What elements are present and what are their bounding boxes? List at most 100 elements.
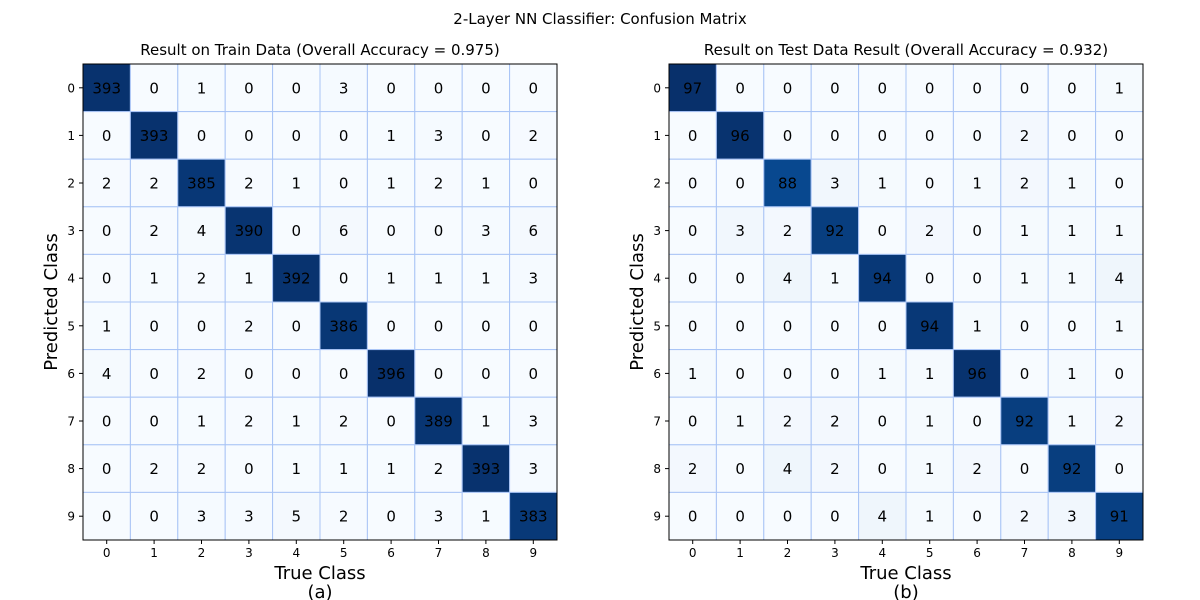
heatmap-cell bbox=[461, 349, 511, 398]
cell-value-label: 0 bbox=[735, 79, 745, 97]
heatmap-cell bbox=[319, 396, 368, 446]
cell-value-label: 0 bbox=[735, 270, 745, 288]
cell-value-label: 385 bbox=[187, 175, 216, 193]
y-tick-label: 6 bbox=[67, 367, 75, 381]
panel-title: Result on Test Data Result (Overall Accu… bbox=[704, 41, 1108, 59]
cell-value-label: 0 bbox=[1115, 175, 1125, 193]
heatmap-cell bbox=[905, 349, 954, 398]
x-tick-label: 6 bbox=[387, 546, 395, 560]
heatmap-cell bbox=[763, 63, 812, 113]
heatmap-cell bbox=[509, 253, 558, 303]
cell-value-label: 0 bbox=[878, 79, 888, 97]
cell-value-label: 2 bbox=[1020, 508, 1030, 526]
heatmap-cell bbox=[129, 444, 179, 493]
cell-value-label: 0 bbox=[688, 413, 698, 431]
cell-value-label: 0 bbox=[1020, 79, 1030, 97]
cell-value-label: 1 bbox=[1067, 365, 1077, 383]
heatmap-cell bbox=[763, 491, 812, 541]
heatmap-cell bbox=[1095, 444, 1144, 493]
cell-value-label: 0 bbox=[386, 222, 396, 240]
cell-value-label: 0 bbox=[972, 222, 982, 240]
cell-value-label: 1 bbox=[1067, 413, 1077, 431]
heatmap-cell bbox=[129, 396, 179, 446]
heatmap-cell bbox=[715, 253, 765, 303]
heatmap-cell bbox=[668, 111, 717, 160]
cell-value-label: 0 bbox=[292, 222, 302, 240]
cell-value-label: 1 bbox=[197, 413, 207, 431]
cell-value-label: 92 bbox=[1015, 413, 1034, 431]
cell-value-label: 0 bbox=[878, 413, 888, 431]
cell-value-label: 91 bbox=[1110, 508, 1129, 526]
heatmap-cell bbox=[509, 349, 558, 398]
x-tick-label: 9 bbox=[529, 546, 537, 560]
heatmap-cell bbox=[414, 158, 463, 208]
heatmap-cell bbox=[366, 158, 416, 208]
heatmap-cell bbox=[715, 111, 765, 160]
cell-value-label: 3 bbox=[1067, 508, 1077, 526]
cell-value-label: 5 bbox=[292, 508, 302, 526]
heatmap-cell bbox=[461, 206, 511, 255]
heatmap-cell bbox=[177, 444, 226, 493]
heatmap-cell bbox=[715, 396, 765, 446]
cell-value-label: 2 bbox=[830, 413, 840, 431]
cell-value-label: 1 bbox=[386, 460, 396, 478]
y-tick-label: 0 bbox=[653, 81, 661, 95]
cell-value-label: 0 bbox=[878, 222, 888, 240]
heatmap-cell bbox=[82, 491, 131, 541]
cell-value-label: 1 bbox=[386, 127, 396, 145]
panel-title: Result on Train Data (Overall Accuracy =… bbox=[140, 41, 500, 59]
heatmap-cell bbox=[224, 349, 274, 398]
cell-value-label: 0 bbox=[529, 175, 539, 193]
cell-value-label: 0 bbox=[529, 317, 539, 335]
plot-frame bbox=[668, 63, 1144, 541]
x-tick-label: 1 bbox=[736, 546, 744, 560]
cell-value-label: 0 bbox=[339, 270, 349, 288]
heatmap-cell bbox=[810, 111, 860, 160]
heatmap-cell bbox=[461, 158, 511, 208]
heatmap-cell bbox=[715, 349, 765, 398]
y-tick-label: 1 bbox=[67, 129, 75, 143]
heatmap-cell bbox=[668, 253, 717, 303]
cell-value-label: 1 bbox=[1115, 222, 1125, 240]
heatmap-cell bbox=[509, 111, 558, 160]
cell-value-label: 1 bbox=[925, 460, 935, 478]
cell-value-label: 0 bbox=[292, 127, 302, 145]
x-tick-label: 0 bbox=[103, 546, 111, 560]
heatmap-cell bbox=[461, 491, 511, 541]
heatmap-cell bbox=[319, 63, 368, 113]
heatmap-cell bbox=[1047, 349, 1097, 398]
cell-value-label: 2 bbox=[783, 413, 793, 431]
x-tick-label: 6 bbox=[973, 546, 981, 560]
cell-value-label: 2 bbox=[339, 508, 349, 526]
heatmap-cell bbox=[1000, 63, 1049, 113]
heatmap-cell bbox=[461, 396, 511, 446]
cell-value-label: 0 bbox=[102, 508, 112, 526]
heatmap-cell bbox=[1000, 491, 1049, 541]
heatmap-cell bbox=[82, 301, 131, 351]
cell-value-label: 1 bbox=[925, 413, 935, 431]
cell-value-label: 393 bbox=[472, 460, 501, 478]
heatmap-cell bbox=[715, 301, 765, 351]
cell-value-label: 0 bbox=[102, 127, 112, 145]
heatmap-cell bbox=[129, 111, 179, 160]
cell-value-label: 0 bbox=[244, 460, 254, 478]
heatmap-cell bbox=[414, 349, 463, 398]
cell-value-label: 0 bbox=[830, 508, 840, 526]
x-tick-label: 9 bbox=[1115, 546, 1123, 560]
cell-value-label: 0 bbox=[972, 508, 982, 526]
cell-value-label: 0 bbox=[688, 317, 698, 335]
cell-value-label: 3 bbox=[529, 460, 539, 478]
heatmap-cell bbox=[1095, 253, 1144, 303]
cell-value-label: 0 bbox=[735, 175, 745, 193]
cell-value-label: 1 bbox=[925, 508, 935, 526]
cell-value-label: 0 bbox=[735, 508, 745, 526]
cell-value-label: 0 bbox=[1020, 460, 1030, 478]
cell-value-label: 2 bbox=[149, 222, 159, 240]
heatmap-cell bbox=[224, 444, 274, 493]
x-tick-label: 7 bbox=[1021, 546, 1029, 560]
heatmap-cell bbox=[414, 111, 463, 160]
x-tick-label: 8 bbox=[1068, 546, 1076, 560]
heatmap-cell bbox=[905, 206, 954, 255]
cell-value-label: 0 bbox=[149, 508, 159, 526]
heatmap-cell bbox=[1000, 396, 1049, 446]
